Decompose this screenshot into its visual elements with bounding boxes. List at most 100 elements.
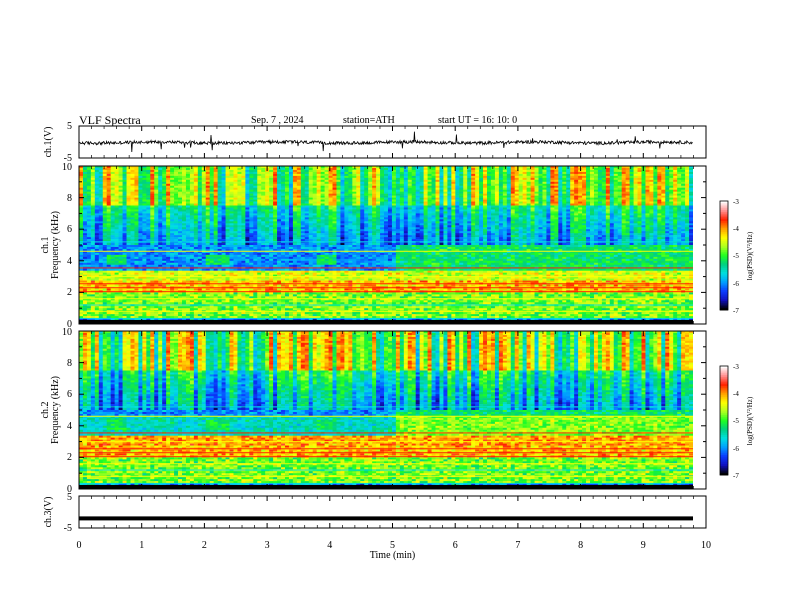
ch1-spec-cell [245,181,250,185]
ch1-spec-cell [257,239,262,242]
ch1-spec-cell [146,264,151,268]
ch1-spec-cell [245,308,250,311]
ch1-spec-cell [122,278,127,281]
ch1-spec-cell [178,254,183,258]
ch1-spec-cell [249,237,254,240]
ch1-spec-cell [102,187,108,190]
ch1-spec-cell [292,219,298,222]
ch1-spec-cell [265,223,270,226]
ch1-spec-cell [237,262,242,266]
ch1-spec-cell [300,239,306,242]
ch1-spec-cell [249,235,254,238]
ch1-spec-cell [130,175,135,179]
ch1-spec-cell [102,270,108,273]
ch1-spec-cell [86,318,92,321]
ch1-spec-cell [126,166,131,169]
ch1-spec-cell [265,231,270,234]
ch1-spec-cell [249,292,254,295]
ch1-spec-cell [241,203,246,206]
ch1-spec-cell [300,231,306,234]
ch1-spec-cell [162,258,167,262]
ch1-spec-cell [213,292,219,295]
ch1-spec-cell [233,187,238,190]
ch1-spec-cell [205,245,211,248]
ch1-spec-cell [94,225,100,228]
ch1-spec-cell [178,189,183,192]
ch1-spec-cell [79,207,84,210]
ch1-spec-cell [249,278,254,281]
ch1-spec-cell [142,205,147,208]
ch1-spec-cell [146,254,151,258]
ch1-spec-cell [193,199,199,202]
ch1-spec-cell [185,231,191,234]
ch1-spec-cell [233,166,238,169]
ch1-spec-cell [277,300,282,303]
ch1-spec-cell [142,191,147,194]
ch1-spec-cell [197,260,203,264]
ch1-spec-cell [233,308,238,311]
ch1-spec-cell [304,235,310,238]
ch1-spec-cell [166,296,171,299]
ch1-spec-cell [277,312,282,315]
ch1-spec-cell [241,237,246,240]
ch1-spec-cell [253,209,258,212]
ch1-spec-cell [277,229,282,232]
ch1-spec-cell [166,318,171,321]
ch1-spec-cell [142,201,147,204]
ch1-spec-cell [296,300,302,303]
ch1-spec-cell [90,233,96,236]
ch1-spec-cell [138,229,143,232]
ch1-spec-cell [273,308,278,311]
ch1-spec-cell [158,314,163,317]
ch1-spec-cell [217,221,223,224]
ch1-spec-cell [90,166,96,169]
ch1-spec-cell [134,195,139,198]
ch1-spec-cell [292,270,298,273]
ch1-spec-cell [79,243,84,246]
ch1-spec-cell [150,296,155,299]
ch1-spec-cell [166,173,171,177]
ch1-spec-cell [284,308,290,311]
ch1-spec-cell [281,274,286,277]
ch1-spec-cell [281,175,286,179]
ch1-spec-cell [277,193,282,196]
ch1-spec-cell [316,195,322,198]
ch1-spec-cell [245,306,250,309]
ch1-spec-cell [273,272,278,275]
ch1-spec-cell [209,205,215,208]
ch1-spec-cell [189,280,195,283]
ch1-spec-cell [154,207,159,210]
ch1-spec-cell [126,296,131,299]
ch1-spec-cell [197,179,203,183]
ch1-spec-cell [225,252,230,256]
ch1-spec-cell [201,205,207,208]
ch1-spec-cell [308,264,314,268]
ch1-spec-cell [261,189,266,192]
ch1-spec-cell [193,296,199,299]
ch1-spec-cell [174,260,179,264]
ch1-spec-cell [284,169,290,173]
ch1-spec-cell [296,211,302,214]
ch1-spec-cell [170,314,175,317]
ch1-spec-cell [277,187,282,190]
ch1-spec-cell [296,314,302,317]
ch1-spec-cell [126,175,131,179]
ch1-spec-cell [237,205,242,208]
ch1-spec-cell [130,256,135,260]
ch1-spec-cell [90,246,96,250]
ch1-spec-cell [94,177,100,181]
ch1-spec-cell [237,258,242,262]
ch1-spec-cell [312,179,318,183]
ch1-spec-cell [174,274,179,277]
ch1-spec-cell [193,246,199,250]
ch1-spec-cell [178,221,183,224]
ch1-spec-cell [273,233,278,236]
ch1-spec-cell [154,166,159,169]
ch1-spec-cell [138,292,143,295]
ch1-spec-cell [185,272,191,275]
ch1-spec-cell [221,183,226,187]
ch1-spec-cell [304,179,310,183]
ch1-spec-cell [82,223,88,226]
ch1-spec-cell [130,213,135,216]
ch1-spec-cell [90,209,96,212]
